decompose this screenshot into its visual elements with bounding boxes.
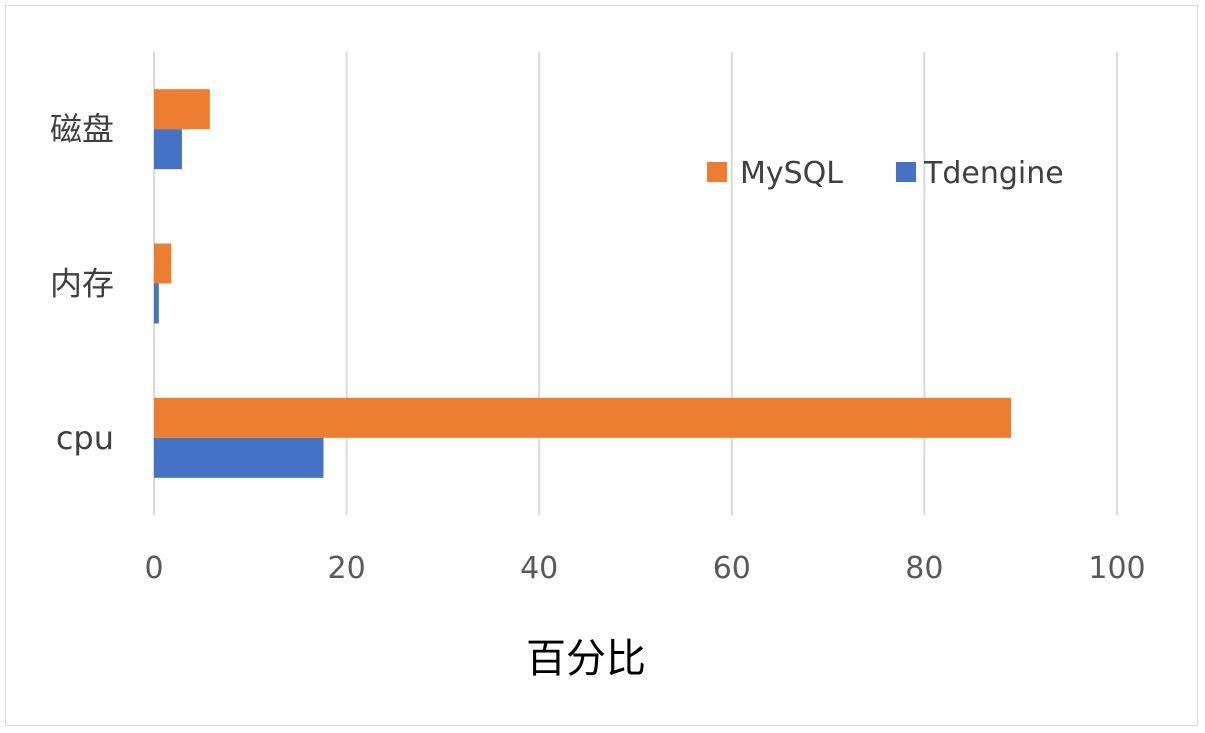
bar-tdengine-1: [154, 283, 159, 324]
x-tick-label: 80: [905, 551, 943, 586]
legend-label-tdengine: Tdengine: [923, 156, 1064, 191]
legend-label-mysql: MySQL: [740, 156, 843, 191]
category-label: 磁盘: [50, 110, 114, 148]
legend-swatch-tdengine: [896, 162, 916, 182]
legend-swatch-mysql: [707, 162, 727, 182]
legend: MySQL Tdengine: [707, 156, 1064, 191]
bar-mysql-0: [154, 89, 210, 130]
x-tick-label: 20: [328, 551, 366, 586]
bar-mysql-1: [154, 243, 172, 284]
category-label: cpu: [56, 419, 114, 457]
bar-mysql-2: [154, 397, 1012, 438]
x-tick-label: 100: [1088, 551, 1145, 586]
bar-tdengine-2: [154, 437, 324, 478]
x-axis-title: 百分比: [526, 636, 646, 682]
x-tick-label: 40: [520, 551, 558, 586]
x-tick-label: 0: [144, 551, 163, 586]
x-tick-label: 60: [713, 551, 751, 586]
bar-tdengine-0: [154, 129, 182, 170]
bars: [154, 89, 1012, 478]
category-label: 内存: [50, 265, 114, 303]
x-tick-labels: 0 20 40 60 80 100: [144, 551, 1145, 586]
